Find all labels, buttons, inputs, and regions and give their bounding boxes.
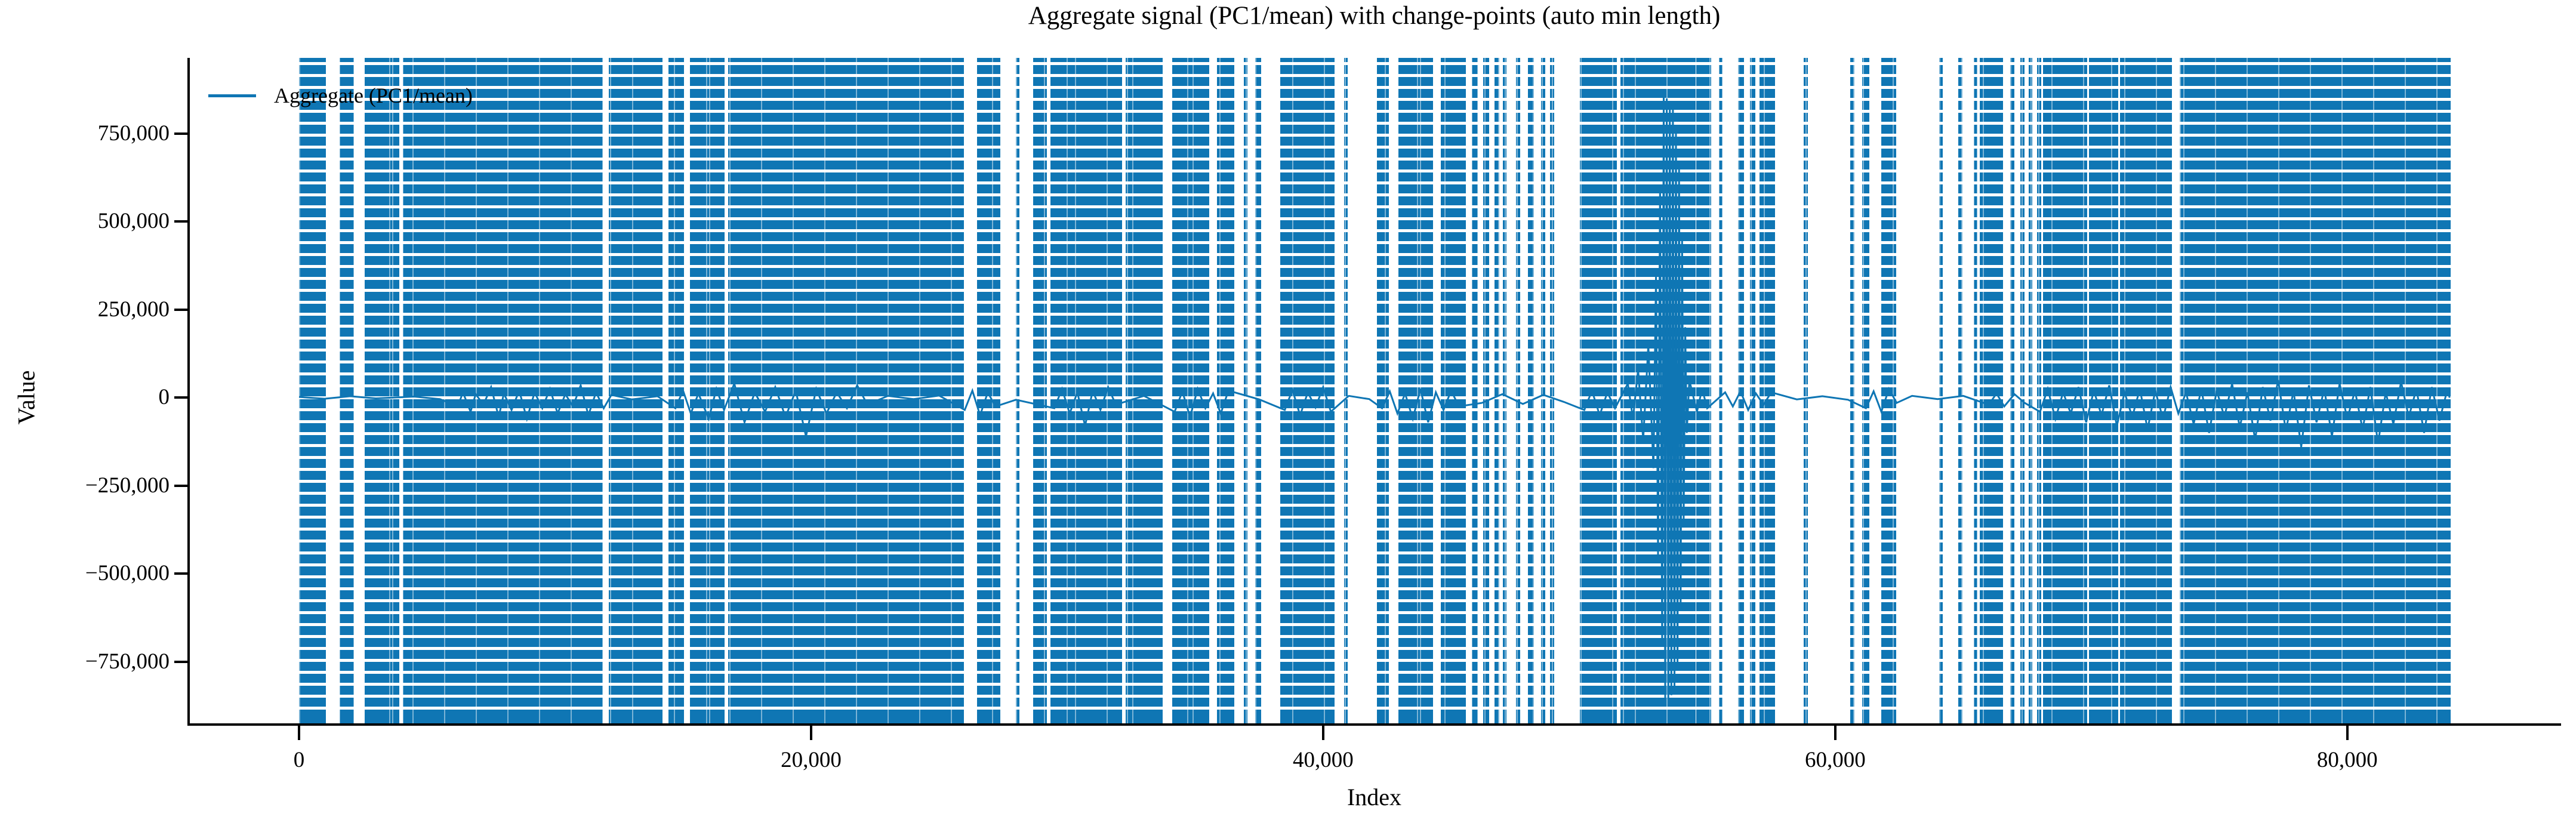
x-tick-mark — [1321, 726, 1324, 740]
change-point-band — [1939, 58, 1943, 723]
change-point-band — [2183, 58, 2451, 723]
change-point-band — [1255, 58, 1261, 723]
change-point-band — [1471, 58, 1478, 723]
change-point-band — [2179, 58, 2183, 723]
change-point-band — [364, 58, 400, 723]
change-point-band — [1579, 58, 1617, 723]
x-tick-label: 80,000 — [2316, 748, 2378, 772]
change-point-band — [690, 58, 725, 723]
change-point-band — [1850, 58, 1854, 723]
chart-title: Aggregate signal (PC1/mean) with change-… — [1028, 2, 1721, 30]
y-tick-mark — [174, 220, 188, 223]
y-tick-mark — [174, 660, 188, 663]
change-point-band — [2010, 58, 2014, 723]
change-point-band — [1718, 58, 1723, 723]
change-point-band — [1172, 58, 1209, 723]
legend-line-sample — [208, 94, 256, 97]
change-point-band — [1033, 58, 1047, 723]
x-tick-mark — [2346, 726, 2349, 740]
change-point-band — [1440, 58, 1466, 723]
change-point-band — [1502, 58, 1507, 723]
change-point-band — [1243, 58, 1247, 723]
change-point-band — [299, 58, 326, 723]
legend: Aggregate (PC1/mean) — [208, 83, 473, 108]
y-axis-spine — [187, 58, 190, 726]
change-point-band — [1973, 58, 1977, 723]
aggregate-signal-line — [298, 91, 2451, 701]
y-tick-mark — [174, 484, 188, 487]
x-tick-mark — [810, 726, 812, 740]
y-tick-label: −250,000 — [85, 473, 170, 498]
y-tick-label: 250,000 — [97, 297, 170, 322]
y-axis-label: Value — [13, 370, 40, 425]
change-point-band — [1377, 58, 1389, 723]
x-axis-spine — [187, 723, 2561, 726]
y-tick-label: −750,000 — [85, 649, 170, 674]
x-tick-mark — [1834, 726, 1837, 740]
change-point-band — [1515, 58, 1520, 723]
change-point-band — [1759, 58, 1775, 723]
y-tick-mark — [174, 572, 188, 575]
change-point-band — [1696, 58, 1711, 723]
change-point-band — [1550, 58, 1555, 723]
change-point-band — [1398, 58, 1433, 723]
change-point-band — [976, 58, 1000, 723]
change-point-band — [1527, 58, 1534, 723]
y-tick-label: 500,000 — [97, 209, 170, 234]
y-tick-label: −500,000 — [85, 561, 170, 586]
y-tick-label: 750,000 — [97, 121, 170, 146]
x-tick-label: 60,000 — [1805, 748, 1866, 772]
change-point-band — [1483, 58, 1489, 723]
change-point-band — [668, 58, 685, 723]
change-point-band — [609, 58, 663, 723]
change-point-band — [1749, 58, 1755, 723]
change-point-band — [728, 58, 965, 723]
change-point-band — [2028, 58, 2033, 723]
change-point-band — [340, 58, 355, 723]
change-point-band — [1495, 58, 1499, 723]
change-point-band — [2020, 58, 2025, 723]
change-point-band — [402, 58, 603, 723]
change-point-band — [1862, 58, 1869, 723]
change-point-band — [1125, 58, 1163, 723]
change-point-band — [1540, 58, 1545, 723]
change-point-band — [1344, 58, 1348, 723]
y-tick-label: 0 — [158, 385, 170, 410]
change-point-band — [1958, 58, 1962, 723]
y-tick-mark — [174, 396, 188, 399]
x-axis-label: Index — [1346, 784, 1402, 810]
x-tick-label: 40,000 — [1293, 748, 1354, 772]
y-tick-mark — [174, 308, 188, 311]
change-point-band — [1979, 58, 2003, 723]
change-point-band — [1016, 58, 1020, 723]
change-point-band — [1803, 58, 1808, 723]
change-point-band — [2119, 58, 2172, 723]
x-tick-label: 20,000 — [781, 748, 842, 772]
x-tick-label: 0 — [293, 748, 305, 772]
x-tick-mark — [298, 726, 300, 740]
y-tick-mark — [174, 132, 188, 135]
legend-label: Aggregate (PC1/mean) — [274, 84, 473, 107]
change-point-band — [1280, 58, 1335, 723]
plot-area: Aggregate (PC1/mean) — [189, 58, 2559, 723]
change-point-band — [2037, 58, 2041, 723]
